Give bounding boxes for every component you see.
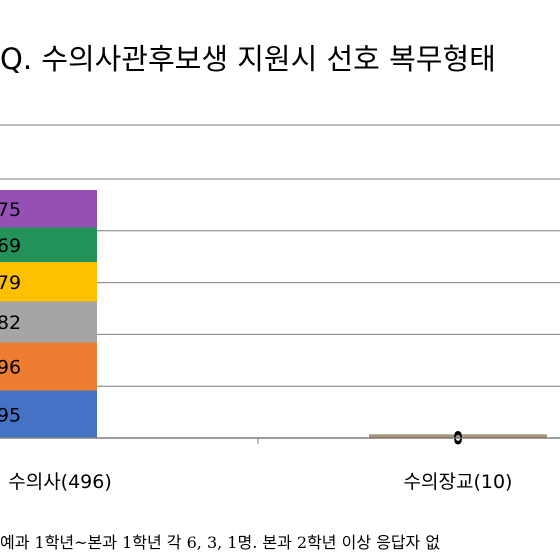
data-label: 82 [0,312,21,334]
x-tick-label: 수의사(496) [8,471,112,493]
chart-title: Q. 수의사관후보생 지원시 선호 복무형태 [0,42,496,76]
bar-segment [369,436,547,437]
title-divider [0,124,560,126]
bar-segment [0,190,97,228]
bar-segment [0,301,97,343]
bar-segment [0,262,97,302]
data-label: 0 [453,431,463,449]
bar-segment [369,434,547,435]
bar-segment [369,436,547,437]
bar-segment [369,435,547,436]
data-label: 75 [0,199,21,221]
bar-segment [0,390,97,438]
bar-segment [0,227,97,262]
x-axis [0,437,560,444]
data-label: 69 [0,235,21,257]
data-label: 0 [453,428,463,446]
footnote: 예과 1학년~본과 1학년 각 6, 3, 1명. 본과 2학년 이상 응답자 … [0,533,441,552]
bar-segment [369,435,547,436]
x-tick-label: 수의장교(10) [404,471,513,493]
data-label: 96 [0,357,21,379]
data-label: 95 [0,404,21,426]
data-label: 79 [0,272,21,294]
category-labels: 수의사(496) 수의장교(10) [8,471,512,493]
bar-segment [0,342,97,391]
bars [0,190,547,438]
